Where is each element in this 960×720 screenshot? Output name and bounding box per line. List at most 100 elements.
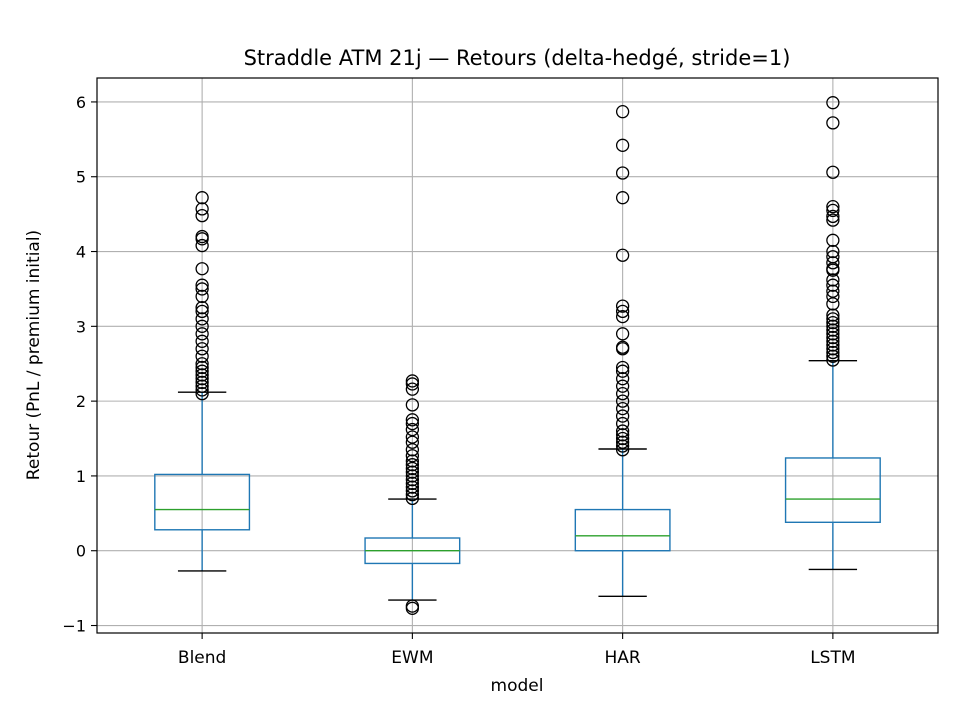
x-tick-label: LSTM: [810, 648, 855, 668]
outlier-point: [405, 480, 420, 494]
y-tick-label: 3: [76, 317, 86, 336]
outlier-point: [615, 166, 630, 180]
outlier-point: [826, 96, 840, 110]
outlier-point: [195, 304, 209, 319]
outlier-point: [195, 289, 209, 304]
y-axis-label: Retour (PnL / premium initial): [24, 230, 44, 480]
outlier-point: [615, 304, 630, 319]
outlier-point: [195, 372, 209, 386]
outlier-point: [195, 349, 209, 363]
outlier-point: [615, 340, 630, 354]
x-tick-label: Blend: [178, 648, 226, 668]
outlier-point: [615, 138, 630, 152]
outlier-point: [405, 454, 420, 468]
y-tick-label: 6: [76, 93, 86, 112]
outlier-point: [195, 368, 209, 382]
outlier-point: [826, 297, 840, 311]
outlier-point: [615, 372, 630, 386]
outlier-point: [615, 327, 630, 341]
outlier-point: [826, 278, 840, 292]
outlier-point: [615, 309, 630, 324]
outlier-point: [615, 379, 630, 393]
outlier-point: [826, 200, 840, 214]
outlier-point: [826, 334, 840, 348]
outlier-point: [826, 312, 840, 326]
outlier-point: [826, 330, 840, 345]
x-axis: Blend EWM HAR LSTM: [178, 633, 856, 668]
outlier-point: [615, 409, 630, 423]
iqr-box: [784, 457, 881, 523]
outlier-point: [405, 398, 420, 412]
outlier-point: [826, 289, 840, 304]
box-lstm: [784, 96, 881, 571]
outlier-point: [195, 319, 209, 333]
outlier-point: [195, 379, 209, 393]
outlier-point: [405, 465, 420, 479]
outlier-point: [615, 431, 630, 446]
outlier-point: [615, 439, 630, 453]
outlier-point: [615, 386, 630, 401]
outlier-point: [615, 416, 630, 431]
y-tick-label: −1: [62, 617, 86, 636]
outlier-point: [826, 203, 840, 218]
outlier-point: [826, 327, 840, 341]
y-tick-label: 0: [76, 542, 86, 561]
outlier-point: [195, 375, 209, 390]
outlier-point: [615, 394, 630, 408]
outlier-point: [405, 484, 420, 498]
outlier-point: [405, 601, 420, 615]
outlier-point: [405, 430, 420, 444]
outlier-point: [826, 213, 840, 227]
outlier-point: [826, 244, 840, 259]
outlier-point: [405, 487, 420, 502]
outlier-point: [405, 416, 420, 431]
outlier-point: [405, 461, 420, 476]
box-series: [154, 96, 881, 615]
outlier-point: [826, 353, 840, 367]
y-tick-label: 5: [76, 168, 86, 187]
box-har: [574, 105, 671, 598]
outlier-point: [615, 299, 630, 313]
outlier-point: [615, 248, 630, 262]
grid-lines: [97, 78, 938, 633]
outlier-point: [195, 383, 209, 397]
outlier-point: [195, 327, 209, 341]
x-axis-label: model: [491, 676, 544, 696]
outlier-point: [826, 308, 840, 322]
chart-title: Straddle ATM 21j — Retours (delta-hedgé,…: [244, 46, 791, 70]
y-axis: −1 0 1 2 3 4 5 6: [62, 93, 97, 636]
outlier-point: [615, 443, 630, 457]
outlier-point: [405, 374, 420, 388]
outlier-point: [195, 300, 209, 315]
outlier-point: [405, 473, 420, 487]
outlier-point: [826, 338, 840, 352]
y-tick-label: 4: [76, 243, 86, 262]
x-tick-label: EWM: [391, 648, 433, 668]
outlier-point: [826, 165, 840, 179]
y-tick-label: 2: [76, 392, 86, 411]
outlier-point: [195, 229, 209, 244]
outlier-point: [405, 413, 420, 427]
outlier-point: [405, 435, 420, 449]
box-ewm: [364, 374, 461, 615]
outlier-point: [195, 262, 209, 276]
outlier-point: [405, 476, 420, 491]
outlier-point: [195, 364, 209, 378]
outlier-point: [405, 469, 420, 483]
outlier-point: [826, 116, 840, 130]
outlier-point: [195, 282, 209, 296]
outlier-point: [405, 382, 420, 396]
outlier-point: [826, 349, 840, 363]
outlier-point: [826, 284, 840, 298]
outlier-point: [405, 443, 420, 457]
outlier-point: [615, 428, 630, 442]
outlier-point: [195, 334, 209, 348]
outlier-point: [405, 422, 420, 437]
outlier-point: [615, 435, 630, 449]
outlier-point: [405, 491, 420, 506]
outlier-point: [195, 278, 209, 292]
outlier-point: [615, 105, 630, 119]
box-blend: [154, 191, 251, 572]
outlier-point: [195, 386, 209, 401]
